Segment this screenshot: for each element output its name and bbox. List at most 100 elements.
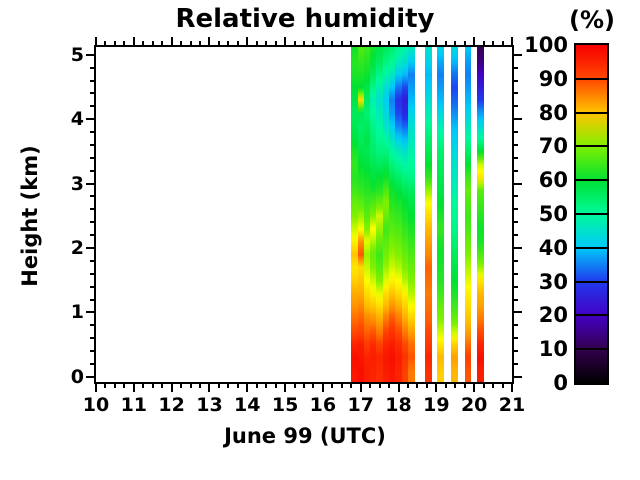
heatmap-cell [437,54,445,68]
x-minor-tick [388,41,391,45]
x-tick-label: 12 [158,394,185,416]
heatmap-cell [376,235,384,249]
heatmap-cell [382,248,390,262]
heatmap-cell [464,338,472,352]
heatmap-cell [351,67,358,81]
colorbar-tick-label: 20 [538,303,568,328]
heatmap-cell [351,119,358,133]
heatmap-cell [395,144,403,159]
heatmap-cell [376,183,384,197]
x-minor-tick [113,41,116,45]
heatmap-cell [363,54,371,68]
x-minor-tick [482,41,485,45]
x-tick-label: 16 [309,394,337,416]
x-minor-tick [501,384,504,388]
heatmap-cell [464,222,472,236]
heatmap-cell [376,260,384,275]
heatmap-cell [401,47,409,56]
heatmap-cell [424,338,432,352]
heatmap-cell [407,80,415,94]
heatmap-cell [363,119,371,133]
heatmap-cell [464,351,472,365]
heatmap-cell [407,196,415,210]
heatmap-cell [477,80,485,94]
heatmap-cell [464,183,472,197]
heatmap-cell [382,312,390,326]
heatmap-cell [395,286,403,300]
heatmap-cell [363,363,371,382]
x-tick-label: 17 [347,394,374,416]
colorbar-divider [576,280,607,283]
y-major-tick [514,311,522,314]
heatmap-cell [477,106,485,120]
heatmap-cell [464,273,472,288]
heatmap-cell [450,235,458,249]
y-minor-tick [90,221,94,224]
heatmap-cell [363,286,371,300]
heatmap-cell [376,312,384,326]
colorbar-tick-label: 10 [538,337,568,362]
heatmap-cell [357,209,365,223]
heatmap-cell [450,170,458,184]
y-minor-tick [90,66,94,69]
heatmap-cell [464,325,472,339]
x-major-tick [435,384,438,392]
y-minor-tick [514,143,518,146]
colorbar-segment [576,146,607,181]
x-minor-tick [265,41,268,45]
y-minor-tick [514,79,518,82]
heatmap-cell [357,325,365,339]
heatmap-cell [370,132,377,146]
heatmap-cell [424,286,432,300]
heatmap-cell [395,183,403,197]
heatmap-cell [437,209,445,223]
x-minor-tick [350,384,353,388]
heatmap-cell [382,299,390,313]
heatmap-cell [407,351,415,365]
heatmap-cell [424,47,432,56]
heatmap-cell [388,325,396,339]
x-minor-tick [369,384,372,388]
x-minor-tick [293,41,296,45]
heatmap-cell [401,338,409,352]
heatmap-cell [363,183,371,197]
heatmap-cell [424,170,432,184]
y-minor-tick [90,195,94,198]
heatmap-cell [450,286,458,300]
x-major-tick [284,384,287,392]
heatmap-cell [370,196,377,210]
x-minor-tick [227,41,230,45]
heatmap-cell [424,363,432,382]
x-major-tick [473,384,476,392]
y-minor-tick [90,285,94,288]
heatmap-cell [424,299,432,313]
heatmap-cell [395,93,403,107]
heatmap-cell [477,196,485,210]
heatmap-cell [401,93,409,107]
x-major-tick [95,37,97,45]
heatmap-cell [382,235,390,249]
plot-frame [94,45,514,384]
x-tick-label: 19 [423,394,450,416]
y-minor-tick [514,131,518,134]
x-minor-tick [161,384,164,388]
colorbar-segment [576,281,607,316]
heatmap-cell [395,132,403,146]
heatmap-cell [370,312,377,326]
y-major-tick [514,53,522,56]
heatmap-cell [407,93,415,107]
y-minor-tick [90,272,94,275]
heatmap-cell [357,351,365,365]
heatmap-cell [401,157,409,172]
x-minor-tick [236,41,239,45]
heatmap-cell [370,325,377,339]
x-major-tick [359,37,362,45]
heatmap-cell [388,119,396,133]
heatmap-cell [407,132,415,146]
x-minor-tick [180,384,183,388]
heatmap-cell [351,54,358,68]
heatmap-cell [407,286,415,300]
heatmap-cell [363,144,371,159]
x-minor-tick [482,384,485,388]
x-tick-label: 20 [460,394,488,416]
